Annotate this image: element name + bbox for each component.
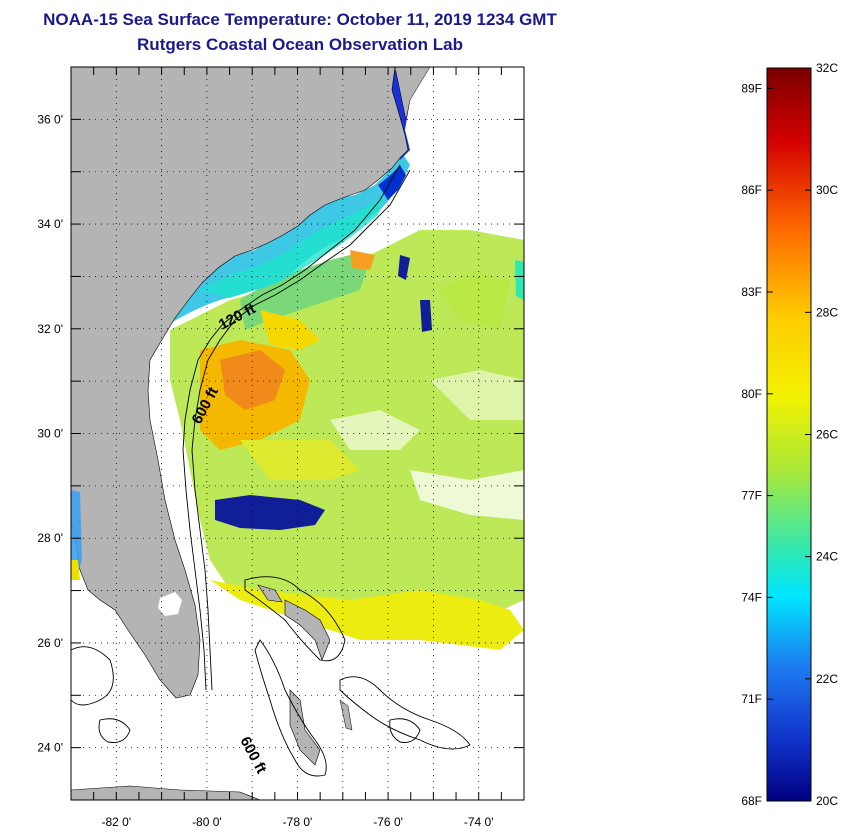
lat-label-30: 30 0' <box>37 427 63 441</box>
fahrenheit-label-68: 68F <box>741 794 762 808</box>
fahrenheit-label-83: 83F <box>741 285 762 299</box>
lat-label-24: 24 0' <box>37 741 63 755</box>
lat-lon-grid <box>71 67 524 800</box>
lon-label-76: -76 0' <box>373 815 403 829</box>
sst-map[interactable]: 120 ft 600 ft 600 ft 36 0' 34 0' 32 0' 3… <box>0 0 600 832</box>
lake-okeechobee <box>158 592 182 616</box>
lat-label-36: 36 0' <box>37 112 63 126</box>
lat-label-28: 28 0' <box>37 531 63 545</box>
celsius-label-20: 20C <box>816 794 838 808</box>
axis-ticks <box>70 66 525 801</box>
celsius-label-30: 30C <box>816 183 838 197</box>
colorbar-ticks <box>767 67 811 802</box>
lat-label-26: 26 0' <box>37 636 63 650</box>
fahrenheit-label-80: 80F <box>741 387 762 401</box>
bathymetry-contours <box>71 164 471 777</box>
lon-label-78: -78 0' <box>283 815 313 829</box>
fahrenheit-label-71: 71F <box>741 692 762 706</box>
fahrenheit-label-89: 89F <box>741 81 762 95</box>
lon-label-82: -82 0' <box>101 815 131 829</box>
land-mainland <box>71 67 409 699</box>
celsius-label-22: 22C <box>816 672 838 686</box>
celsius-label-24: 24C <box>816 550 838 564</box>
map-subtitle: Rutgers Coastal Ocean Observation Lab <box>137 35 463 54</box>
land-cuba <box>71 785 261 800</box>
colorbar-gradient <box>766 67 812 802</box>
fahrenheit-label-74: 74F <box>741 590 762 604</box>
map-title: NOAA-15 Sea Surface Temperature: October… <box>43 10 557 29</box>
celsius-label-26: 26C <box>816 428 838 442</box>
fahrenheit-label-86: 86F <box>741 183 762 197</box>
lon-label-74: -74 0' <box>464 815 494 829</box>
lat-label-32: 32 0' <box>37 322 63 336</box>
lat-label-34: 34 0' <box>37 217 63 231</box>
celsius-label-28: 28C <box>816 305 838 319</box>
fahrenheit-label-77: 77F <box>741 489 762 503</box>
celsius-label-32: 32C <box>816 61 838 75</box>
sst-data-layer <box>170 230 524 650</box>
lon-label-80: -80 0' <box>192 815 222 829</box>
bahamas-andros <box>289 689 321 766</box>
